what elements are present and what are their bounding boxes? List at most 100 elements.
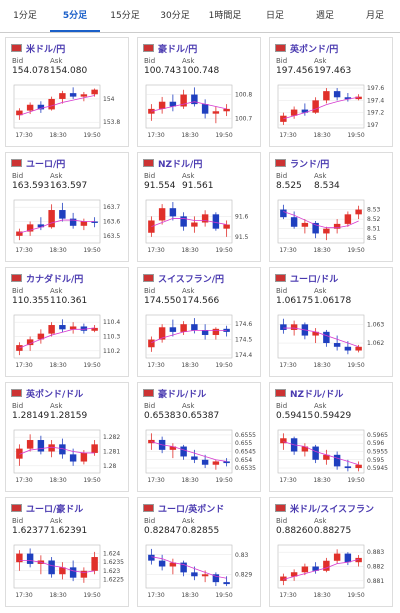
pair-title[interactable]: ユーロ/豪ドル bbox=[26, 505, 84, 515]
plot-frame bbox=[145, 314, 233, 359]
candle-body bbox=[48, 444, 55, 452]
flag-icon bbox=[275, 159, 286, 167]
candle-body bbox=[280, 576, 287, 581]
pair-title[interactable]: ユーロ/ドル bbox=[290, 275, 339, 285]
candle-body bbox=[48, 560, 55, 575]
x-tick-label: 19:50 bbox=[347, 477, 364, 484]
flag-icon bbox=[143, 504, 154, 512]
candle-body bbox=[333, 91, 341, 98]
pair-title[interactable]: カナダドル/円 bbox=[26, 275, 84, 285]
candle-body bbox=[91, 221, 98, 223]
y-tick-label: 0.5965 bbox=[367, 432, 388, 439]
y-tick-label: 8.53 bbox=[367, 207, 381, 214]
candle-body bbox=[16, 231, 23, 236]
candle-body bbox=[223, 224, 230, 229]
ask-value: 100.748 bbox=[182, 66, 220, 76]
rate-panel: ユーロ/豪ドル Bid Ask 1.62377 1.62391 1.624 1.6235 1.… bbox=[5, 497, 129, 607]
ask-label: Ask bbox=[314, 517, 327, 525]
moving-average bbox=[19, 446, 95, 455]
pair-title[interactable]: スイスフラン/円 bbox=[158, 275, 225, 285]
candle-body bbox=[212, 111, 220, 114]
ask-value: 8.534 bbox=[314, 181, 340, 191]
tab[interactable]: 月足 bbox=[365, 11, 384, 21]
ask-label: Ask bbox=[182, 172, 195, 180]
candle-body bbox=[69, 218, 77, 226]
bid-value: 0.88260 bbox=[276, 526, 314, 536]
ask-value: 1.06178 bbox=[314, 296, 352, 306]
x-tick-label: 17:30 bbox=[147, 592, 164, 599]
candle-body bbox=[59, 444, 66, 455]
x-tick-label: 19:50 bbox=[347, 247, 364, 254]
y-tick-label: 110.4 bbox=[103, 319, 120, 326]
rate-panel: NZドル/円 Bid Ask 91.554 91.561 91.6 91.5 17:30 18:… bbox=[137, 152, 261, 262]
candle-body bbox=[355, 209, 362, 215]
tab[interactable]: 15分足 bbox=[110, 11, 140, 21]
flag-icon bbox=[143, 274, 154, 282]
x-tick-label: 17:30 bbox=[147, 362, 164, 369]
candle-body bbox=[290, 324, 298, 330]
candle-body bbox=[158, 208, 166, 221]
x-tick-label: 17:30 bbox=[279, 247, 296, 254]
pair-title[interactable]: NZドル/円 bbox=[158, 160, 203, 170]
candle-body bbox=[169, 101, 177, 107]
candle-body bbox=[16, 110, 23, 116]
pair-title[interactable]: 英ポンド/ドル bbox=[26, 390, 84, 400]
candle-body bbox=[333, 553, 341, 561]
pair-title[interactable]: ランド/円 bbox=[290, 160, 330, 170]
candle-body bbox=[169, 327, 177, 332]
ask-label: Ask bbox=[182, 287, 195, 295]
y-tick-label: 174.6 bbox=[235, 321, 252, 328]
rate-panel: 米ドル/スイスフラン Bid Ask 0.88260 0.88275 0.883 0.882… bbox=[269, 497, 393, 607]
candle-body bbox=[201, 104, 209, 114]
pair-title[interactable]: 豪ドル/ドル bbox=[158, 390, 207, 400]
candle-body bbox=[69, 326, 77, 330]
candle-body bbox=[16, 553, 23, 563]
pair-title[interactable]: 英ポンド/円 bbox=[290, 45, 339, 55]
mini-chart: 197.6 197.4 197.2 197 17:30 18:30 19:50 bbox=[277, 84, 384, 139]
y-tick-label: 91.5 bbox=[235, 234, 249, 241]
pair-title[interactable]: ユーロ/英ポンド bbox=[158, 505, 225, 515]
candle-body bbox=[180, 446, 187, 457]
pair-title[interactable]: 米ドル/円 bbox=[26, 45, 66, 55]
mini-chart: 91.6 91.5 17:30 18:30 19:50 bbox=[145, 199, 249, 254]
tab[interactable]: 1時間足 bbox=[208, 11, 242, 21]
pair-title[interactable]: 米ドル/スイスフラン bbox=[290, 505, 375, 515]
moving-average bbox=[283, 441, 359, 466]
x-tick-label: 18:30 bbox=[313, 592, 330, 599]
ask-value: 0.82855 bbox=[182, 526, 220, 536]
tab[interactable]: 30分足 bbox=[160, 11, 190, 21]
bid-value: 110.355 bbox=[12, 296, 50, 306]
pair-title[interactable]: 豪ドル/円 bbox=[158, 45, 198, 55]
candle-body bbox=[355, 346, 362, 351]
moving-average bbox=[151, 218, 227, 227]
candle-body bbox=[191, 94, 198, 105]
candle-body bbox=[280, 438, 287, 444]
y-tick-label: 197.2 bbox=[367, 110, 384, 117]
ask-value: 0.59429 bbox=[314, 411, 352, 421]
candle-body bbox=[201, 330, 209, 335]
moving-average bbox=[283, 327, 359, 348]
candle-body bbox=[69, 454, 77, 462]
x-tick-label: 19:50 bbox=[215, 477, 232, 484]
tab[interactable]: 日足 bbox=[265, 11, 284, 21]
pair-title[interactable]: ユーロ/円 bbox=[26, 160, 66, 170]
x-tick-label: 19:50 bbox=[215, 132, 232, 139]
bid-label: Bid bbox=[144, 287, 156, 295]
x-tick-label: 17:30 bbox=[15, 477, 32, 484]
candle-body bbox=[191, 456, 198, 460]
bid-value: 8.525 bbox=[276, 181, 302, 191]
tab[interactable]: 1分足 bbox=[13, 11, 37, 21]
candle-body bbox=[280, 115, 287, 122]
tab[interactable]: 5分足 bbox=[50, 0, 100, 32]
x-tick-label: 18:30 bbox=[49, 592, 66, 599]
x-tick-label: 18:30 bbox=[181, 132, 198, 139]
x-tick-label: 19:50 bbox=[347, 362, 364, 369]
x-tick-label: 18:30 bbox=[49, 132, 66, 139]
bid-label: Bid bbox=[276, 172, 288, 180]
plot-frame bbox=[13, 544, 101, 589]
candle-body bbox=[37, 333, 45, 340]
tab[interactable]: 週足 bbox=[315, 11, 334, 21]
plot-frame bbox=[13, 84, 101, 129]
candle-body bbox=[26, 440, 34, 449]
pair-title[interactable]: NZドル/ドル bbox=[290, 390, 344, 400]
